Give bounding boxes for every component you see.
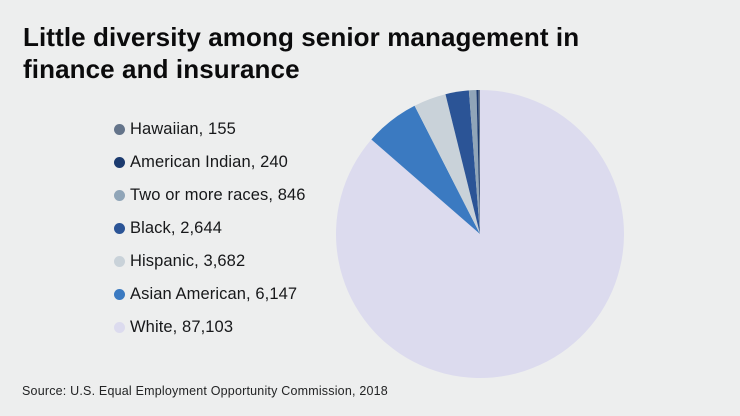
legend-label: Hawaiian, 155	[130, 120, 236, 138]
pie-slice-american-indian	[476, 90, 480, 234]
legend-dot-icon	[114, 322, 125, 333]
legend-dot-icon	[114, 157, 125, 168]
legend-label: White, 87,103	[130, 318, 234, 336]
legend-label: Hispanic, 3,682	[130, 252, 246, 270]
legend-item: Two or more races, 846	[114, 179, 306, 212]
legend-label: Black, 2,644	[130, 219, 223, 237]
pie-slice-two-or-more-races	[468, 90, 480, 234]
legend-dot-icon	[114, 256, 125, 267]
legend-item: Black, 2,644	[114, 212, 306, 245]
chart-title: Little diversity among senior management…	[23, 22, 580, 84]
legend-dot-icon	[114, 289, 125, 300]
legend-item: Hispanic, 3,682	[114, 245, 306, 278]
legend-label: American Indian, 240	[130, 153, 288, 171]
legend-label: Two or more races, 846	[130, 186, 306, 204]
legend-item: Hawaiian, 155	[114, 113, 306, 146]
legend-item: White, 87,103	[114, 311, 306, 344]
legend-dot-icon	[114, 190, 125, 201]
legend-dot-icon	[114, 124, 125, 135]
legend: Hawaiian, 155 American Indian, 240 Two o…	[114, 113, 306, 344]
pie-slice-hawaiian	[478, 90, 480, 234]
legend-label: Asian American, 6,147	[130, 285, 298, 303]
legend-item: American Indian, 240	[114, 146, 306, 179]
legend-dot-icon	[114, 223, 125, 234]
source-note: Source: U.S. Equal Employment Opportunit…	[22, 384, 388, 398]
pie-slice-white	[336, 90, 624, 378]
pie-slice-asian-american	[371, 105, 480, 234]
pie-slice-hispanic	[414, 94, 480, 234]
legend-item: Asian American, 6,147	[114, 278, 306, 311]
pie-chart	[336, 90, 624, 378]
pie-slice-black	[445, 90, 480, 235]
